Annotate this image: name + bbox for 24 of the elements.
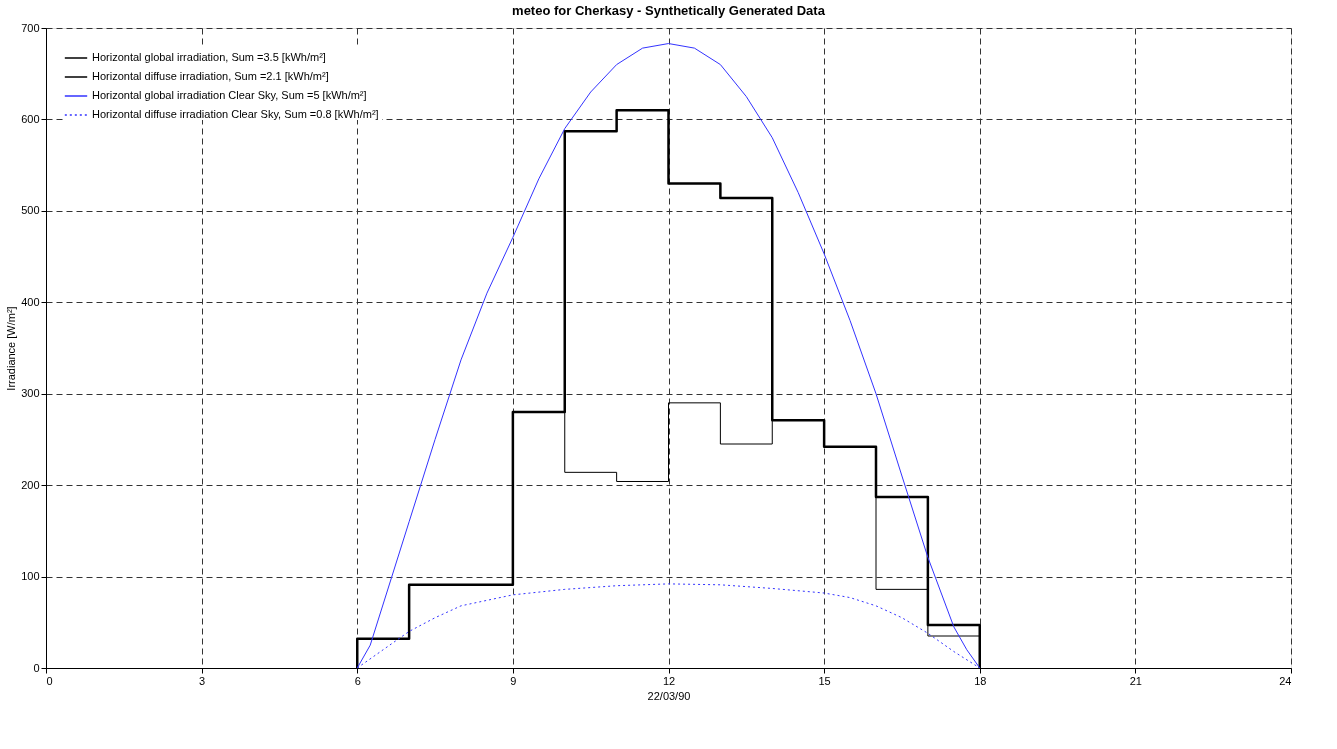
legend-label: Horizontal global irradiation, Sum =3.5 [kWh/m²]: [92, 51, 326, 63]
x-tick-label: 3: [199, 674, 206, 687]
y-axis-title: Irradiance [W/m²]: [5, 306, 18, 391]
y-tick-label: 200: [21, 478, 40, 491]
x-tick-label: 9: [510, 674, 517, 687]
y-tick-label: 500: [21, 204, 40, 217]
y-tick-label: 300: [21, 387, 40, 400]
x-tick-label: 0: [46, 674, 53, 687]
x-tick-label: 21: [1129, 674, 1142, 687]
legend-label: Horizontal diffuse irradiation, Sum =2.1 [kWh/m²]: [92, 70, 329, 82]
y-tick-label: 100: [21, 570, 40, 583]
legend-label: Horizontal global irradiation Clear Sky, Sum =5 [kWh/m²]: [92, 89, 367, 101]
x-axis-title: 22/03/90: [647, 689, 691, 702]
x-tick-label: 18: [974, 674, 987, 687]
y-tick-label: 0: [33, 661, 40, 674]
x-tick-label: 24: [1279, 674, 1292, 687]
y-tick-label: 700: [21, 21, 40, 34]
y-tick-label: 400: [21, 295, 40, 308]
legend-label: Horizontal diffuse irradiation Clear Sky, Sum =0.8 [kWh/m²]: [92, 108, 379, 120]
chart-title: meteo for Cherkasy - Synthetically Generated Data: [512, 3, 826, 18]
x-tick-label: 12: [662, 674, 676, 687]
x-tick-label: 6: [354, 674, 361, 687]
x-tick-label: 15: [818, 674, 831, 687]
y-tick-label: 600: [21, 112, 40, 125]
